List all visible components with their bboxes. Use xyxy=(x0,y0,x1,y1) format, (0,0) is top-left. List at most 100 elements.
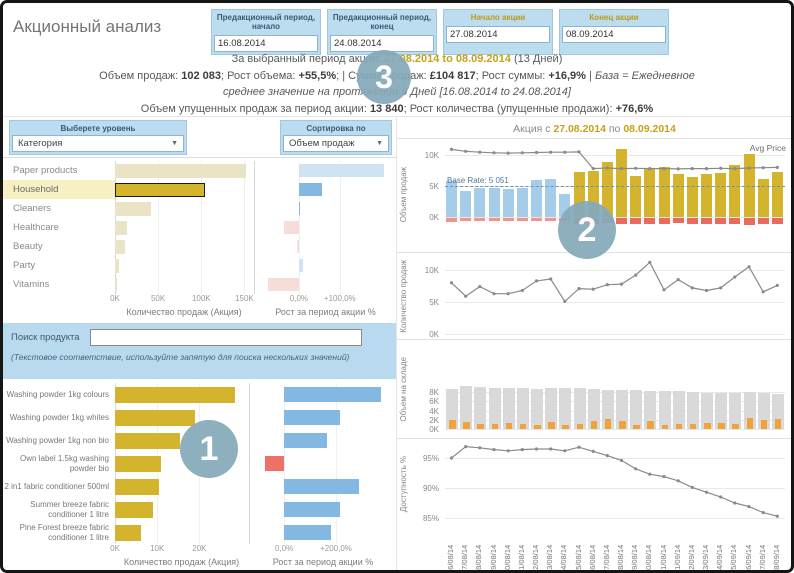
stock-highlight-bar[interactable] xyxy=(505,423,513,429)
sales-bar[interactable] xyxy=(729,164,741,217)
lost-sales-bar[interactable] xyxy=(516,218,528,221)
category-label[interactable]: Party xyxy=(13,260,36,271)
lost-sales-bar[interactable] xyxy=(644,218,656,225)
sales-bar[interactable] xyxy=(488,187,500,217)
sales-bar[interactable] xyxy=(545,178,557,217)
lost-sales-bar[interactable] xyxy=(488,218,500,221)
sales-bar[interactable] xyxy=(516,187,528,217)
lost-sales-bar[interactable] xyxy=(701,218,712,225)
growth-bar[interactable] xyxy=(267,278,299,291)
stock-highlight-bar[interactable] xyxy=(619,420,626,429)
stock-highlight-bar[interactable] xyxy=(704,423,711,429)
sales-bar[interactable] xyxy=(658,166,670,217)
growth-bar[interactable] xyxy=(283,221,299,234)
lost-sales-bar[interactable] xyxy=(502,218,514,221)
sales-bar[interactable] xyxy=(115,455,161,472)
category-label[interactable]: Summer breeze fabric conditioner 1 litre xyxy=(30,500,109,519)
stock-bar[interactable] xyxy=(587,388,600,429)
growth-bar[interactable] xyxy=(298,164,384,177)
stock-bar[interactable] xyxy=(446,389,458,429)
stock-highlight-bar[interactable] xyxy=(675,424,683,429)
sales-bar[interactable] xyxy=(115,220,128,235)
sales-bar[interactable] xyxy=(686,177,698,217)
category-label[interactable]: Washing powder 1kg colours xyxy=(6,389,109,399)
prepromo-start-input[interactable] xyxy=(214,35,318,52)
sales-bar[interactable] xyxy=(115,182,205,197)
sales-bar[interactable] xyxy=(644,168,656,217)
stock-highlight-bar[interactable] xyxy=(689,423,697,429)
stock-bar[interactable] xyxy=(545,388,558,429)
category-label[interactable]: Household xyxy=(3,180,115,199)
stock-highlight-bar[interactable] xyxy=(463,422,470,429)
sales-bar[interactable] xyxy=(771,172,783,217)
sales-bar[interactable] xyxy=(601,161,613,217)
sales-bar[interactable] xyxy=(115,524,141,541)
sort-select[interactable]: Объем продаж ▼ xyxy=(283,135,389,152)
level-select[interactable]: Категория ▼ xyxy=(12,135,184,152)
lost-sales-bar[interactable] xyxy=(729,218,741,225)
category-label[interactable]: Cleaners xyxy=(13,203,52,214)
lost-sales-bar[interactable] xyxy=(757,218,769,224)
stock-bar[interactable] xyxy=(516,387,529,429)
stock-highlight-bar[interactable] xyxy=(732,423,739,429)
growth-bar[interactable] xyxy=(298,183,323,196)
stock-bar[interactable] xyxy=(531,388,543,429)
promo-end-input[interactable] xyxy=(562,26,666,43)
lost-sales-bar[interactable] xyxy=(743,218,755,225)
sales-bar[interactable] xyxy=(115,277,117,292)
sales-bar[interactable] xyxy=(115,386,236,403)
promo-start-input[interactable] xyxy=(446,26,550,43)
stock-highlight-bar[interactable] xyxy=(746,418,753,429)
lost-sales-bar[interactable] xyxy=(672,218,684,224)
sales-bar[interactable] xyxy=(446,181,457,217)
sales-bar[interactable] xyxy=(115,409,196,426)
stock-bar[interactable] xyxy=(559,388,572,429)
stock-bar[interactable] xyxy=(502,388,515,429)
stock-highlight-bar[interactable] xyxy=(562,424,569,429)
category-label[interactable]: Beauty xyxy=(13,241,43,252)
sales-bar[interactable] xyxy=(115,163,247,178)
sales-bar[interactable] xyxy=(115,201,152,216)
stock-bar[interactable] xyxy=(715,393,728,429)
sales-bar[interactable] xyxy=(757,179,769,217)
stock-highlight-bar[interactable] xyxy=(548,421,555,429)
sales-bar[interactable] xyxy=(672,174,684,217)
sales-bar[interactable] xyxy=(115,258,119,273)
stock-highlight-bar[interactable] xyxy=(477,424,484,429)
lost-sales-bar[interactable] xyxy=(715,218,727,224)
sales-bar[interactable] xyxy=(616,149,627,217)
sales-bar[interactable] xyxy=(115,478,159,495)
stock-highlight-bar[interactable] xyxy=(718,422,725,429)
lost-sales-bar[interactable] xyxy=(460,218,472,221)
category-label[interactable]: 2 in1 fabric conditioner 500ml xyxy=(4,481,109,491)
category-label[interactable]: Own label 1.5kg washing powder bio xyxy=(20,454,109,473)
growth-bar[interactable] xyxy=(298,259,304,272)
lost-sales-bar[interactable] xyxy=(630,218,642,224)
lost-sales-bar[interactable] xyxy=(686,218,698,224)
stock-bar[interactable] xyxy=(672,391,685,429)
sales-bar[interactable] xyxy=(573,171,585,217)
stock-bar[interactable] xyxy=(573,387,586,429)
sales-bar[interactable] xyxy=(115,501,153,518)
growth-bar[interactable] xyxy=(284,525,331,540)
sales-bar[interactable] xyxy=(474,187,486,217)
growth-bar[interactable] xyxy=(284,410,340,425)
sales-bar[interactable] xyxy=(701,173,712,217)
lost-sales-bar[interactable] xyxy=(531,218,542,222)
stock-highlight-bar[interactable] xyxy=(491,423,498,429)
sales-bar[interactable] xyxy=(715,173,727,217)
stock-bar[interactable] xyxy=(686,391,699,429)
category-label[interactable]: Washing powder 1kg whites xyxy=(9,412,109,422)
growth-bar[interactable] xyxy=(284,479,360,494)
stock-highlight-bar[interactable] xyxy=(661,424,668,429)
sales-bar[interactable] xyxy=(531,180,542,217)
lost-sales-bar[interactable] xyxy=(545,218,557,222)
stock-highlight-bar[interactable] xyxy=(590,420,598,429)
sales-bar[interactable] xyxy=(115,239,126,254)
sales-bar[interactable] xyxy=(559,194,571,217)
sales-bar[interactable] xyxy=(630,176,642,217)
lost-sales-bar[interactable] xyxy=(616,218,627,225)
category-label[interactable]: Washing powder 1kg non bio xyxy=(6,435,109,445)
stock-highlight-bar[interactable] xyxy=(774,418,782,429)
stock-highlight-bar[interactable] xyxy=(534,425,541,429)
